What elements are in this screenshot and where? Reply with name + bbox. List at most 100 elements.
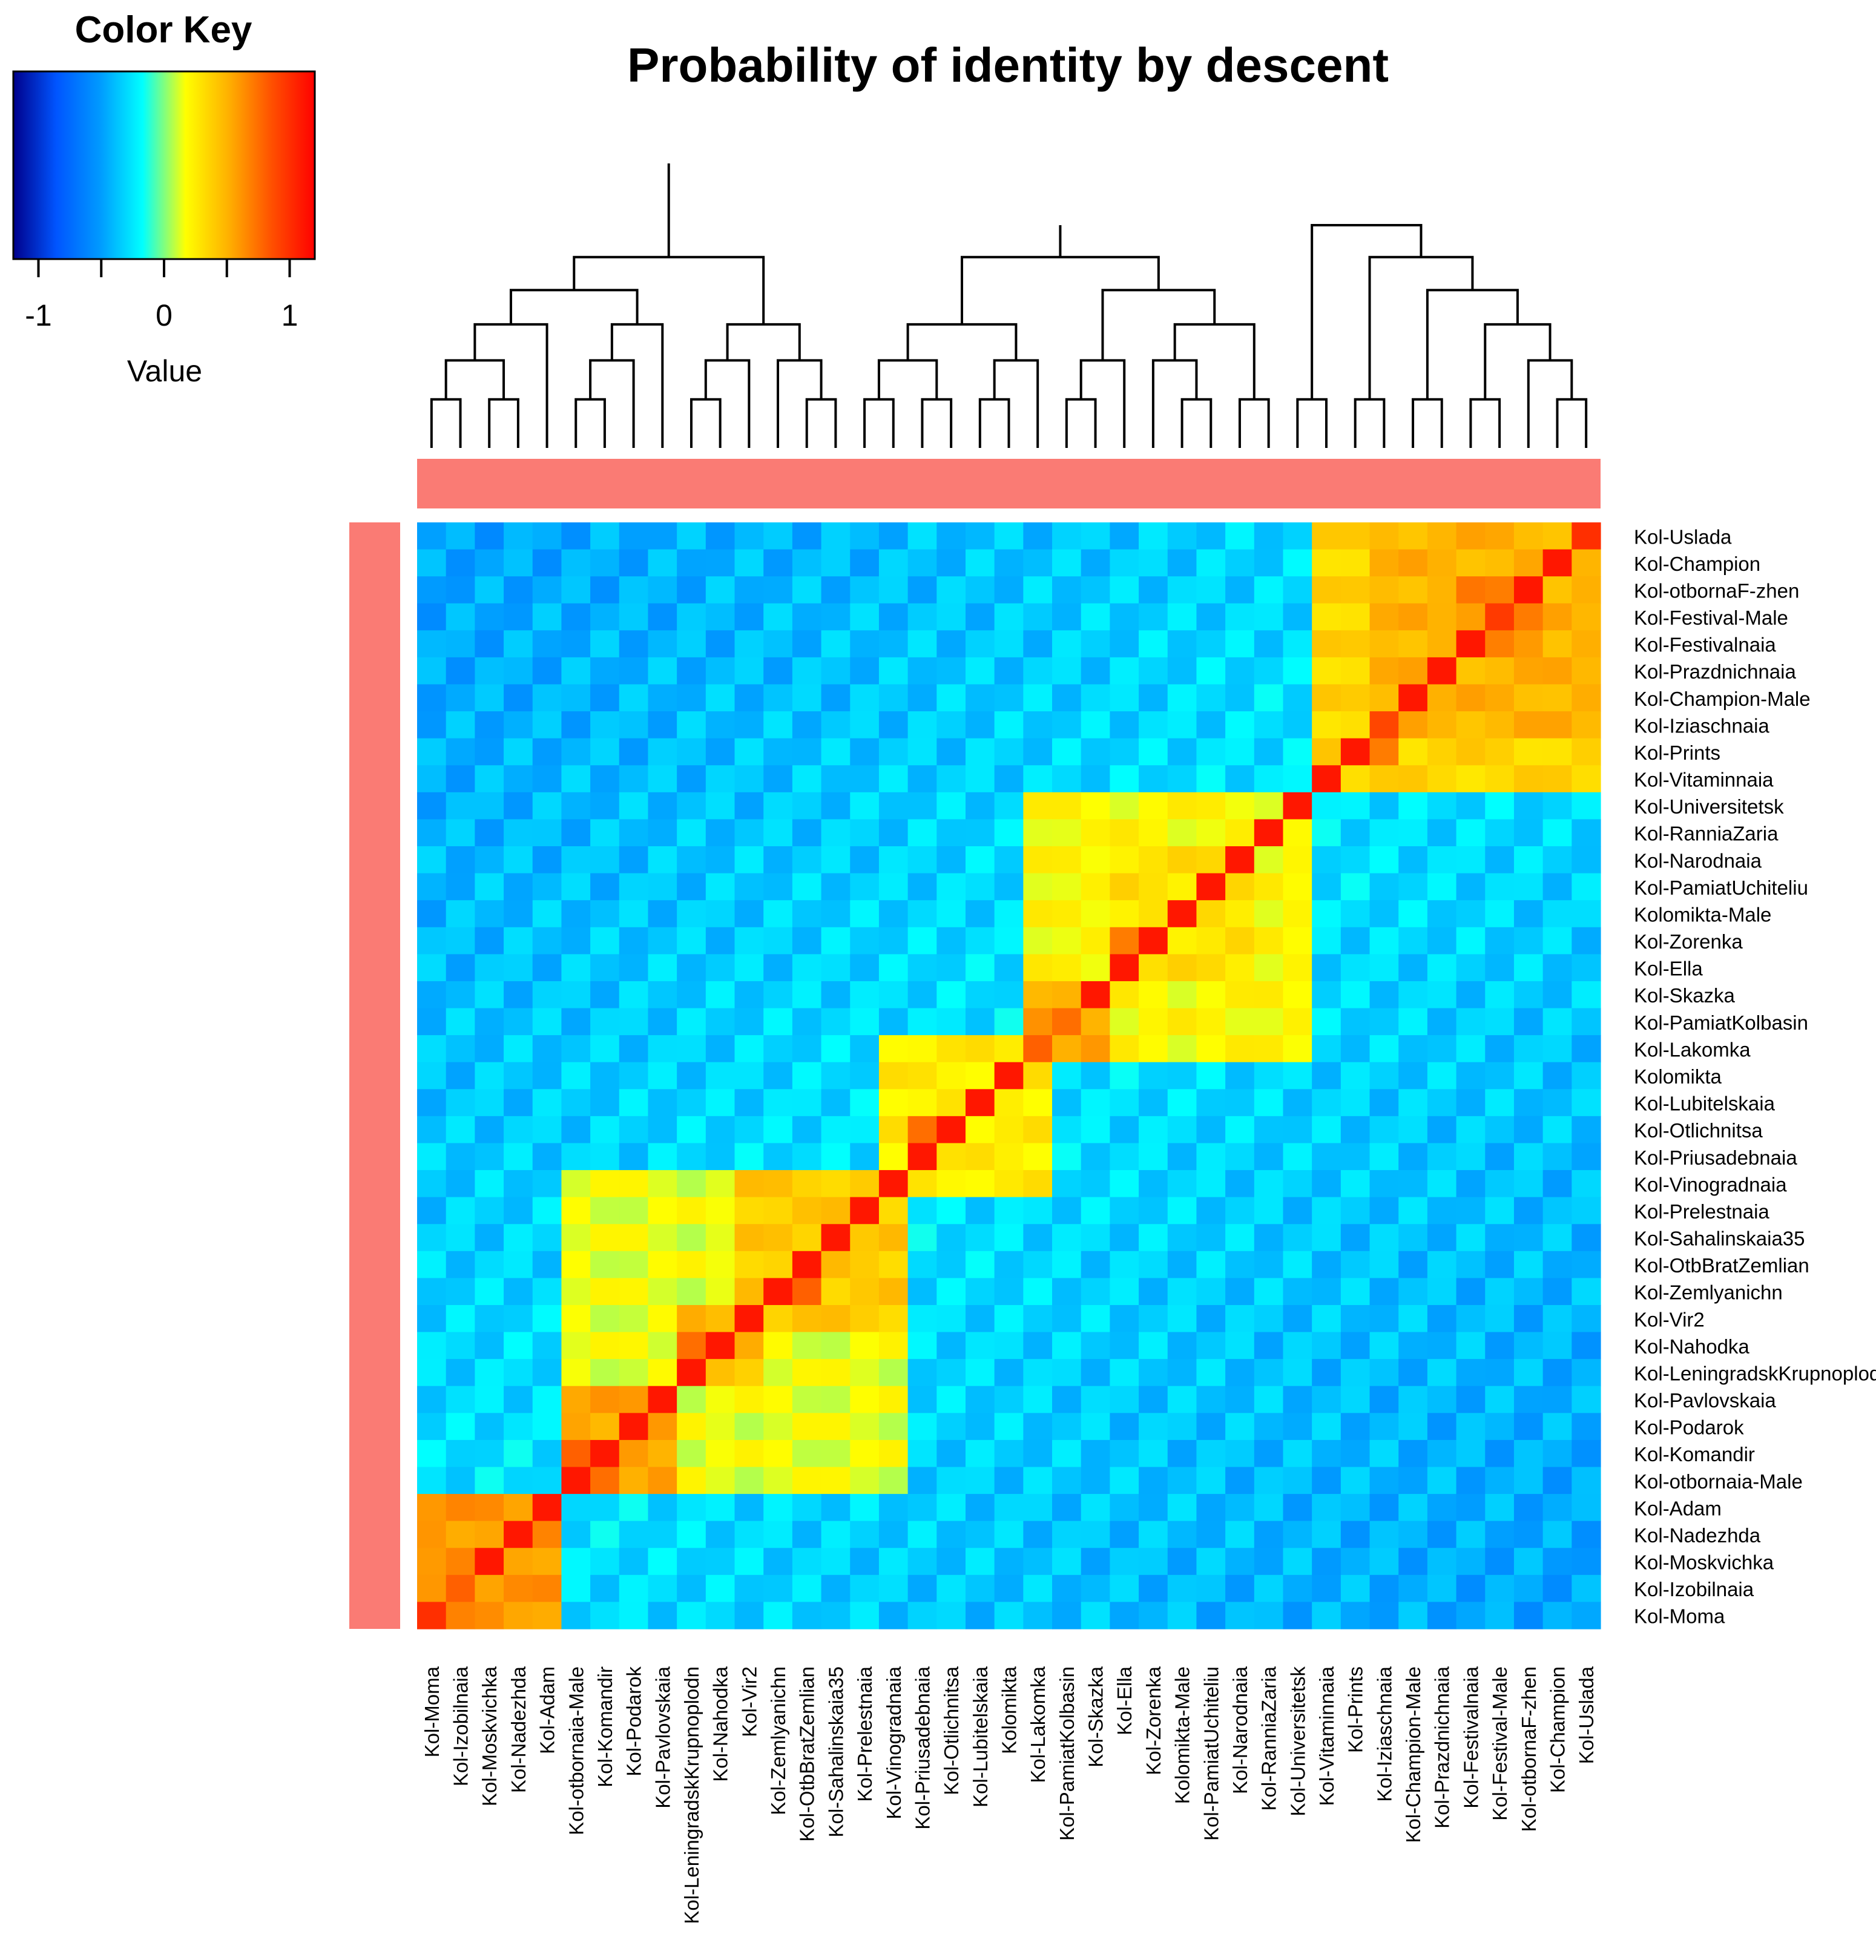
heatmap-cell [1139,576,1168,604]
heatmap-cell [734,981,764,1009]
heatmap-cell [878,1170,909,1198]
heatmap-cell [561,1439,591,1468]
heatmap-cell [1427,522,1457,550]
heatmap-cell [1110,684,1139,712]
heatmap-cell [1023,1116,1053,1144]
heatmap-cell [677,1574,706,1603]
heatmap-cell [677,927,706,955]
heatmap-cell [1081,1574,1110,1603]
heatmap-cell [878,1413,909,1441]
heatmap-cell [878,927,909,955]
column-label: Kol-Lubitelskaia [969,1666,992,1807]
column-label: Kol-Champion-Male [1402,1666,1424,1843]
heatmap-cell [1340,711,1371,739]
heatmap-cell [1283,954,1312,982]
heatmap-cell [677,873,706,901]
heatmap-cell [1542,1304,1572,1333]
heatmap-cell [1312,1521,1341,1548]
heatmap-cell [734,1304,764,1333]
heatmap-cell [1456,1548,1486,1576]
heatmap-cell [1427,1386,1457,1413]
heatmap-cell [417,1116,447,1144]
heatmap-cell [1340,981,1371,1009]
heatmap-cell [1312,1197,1341,1225]
heatmap-cell [504,1359,533,1387]
heatmap-cell [965,1521,995,1548]
heatmap-cell [705,1278,736,1306]
heatmap-cell [504,684,533,712]
heatmap-cell [792,819,822,847]
heatmap-cell [907,1035,937,1063]
heatmap-cell [1254,738,1284,766]
heatmap-cell [1513,1359,1544,1387]
heatmap-cell [994,1467,1024,1495]
heatmap-cell [1398,1116,1428,1144]
heatmap-cell [619,1089,649,1117]
heatmap-cell [850,1386,880,1413]
dendrogram-branch [1469,398,1501,448]
heatmap-cell [705,549,736,577]
heatmap-cell [878,1494,909,1522]
row-label: Kol-PamiatKolbasin [1634,1011,1808,1034]
heatmap-cell [1225,981,1255,1009]
heatmap-cell [1456,684,1486,712]
heatmap-cell [1283,1332,1312,1360]
heatmap-cell [1023,1359,1053,1387]
heatmap-cell [1542,1548,1572,1576]
heatmap-cell [705,1170,736,1198]
heatmap-cell [1572,1197,1601,1225]
heatmap-cell [504,846,533,874]
heatmap-cell [821,1386,851,1413]
heatmap-cell [417,738,447,766]
heatmap-cell [504,1548,533,1576]
column-label: Kol-Narodnaia [1229,1666,1251,1794]
heatmap-cell [619,549,649,577]
heatmap-cell [1340,1548,1371,1576]
heatmap-cell [1312,1304,1341,1333]
heatmap-cell [504,1494,533,1522]
heatmap-cell [532,1089,562,1117]
heatmap-cell [1254,1035,1284,1063]
dendrogram-branch [430,398,462,448]
heatmap-cell [792,1574,822,1603]
heatmap-cell [763,1116,793,1144]
heatmap-cell [648,1386,677,1413]
heatmap-cell [850,1008,880,1036]
heatmap-cell [1427,657,1457,685]
heatmap-cell [1456,1143,1486,1171]
heatmap-cell [907,1494,937,1522]
heatmap-cell [994,1143,1024,1171]
heatmap-cell [907,1548,937,1576]
heatmap-cell [1369,1386,1399,1413]
heatmap-cell [619,927,649,955]
heatmap-cell [994,1197,1024,1225]
heatmap-cell [878,522,909,550]
heatmap-cell [590,1548,620,1576]
heatmap-cell [1254,846,1284,874]
heatmap-cell [878,765,909,793]
heatmap-cell [907,1224,937,1252]
heatmap-cell [1196,1467,1226,1495]
heatmap-cell [734,1521,764,1548]
heatmap-cell [1369,630,1399,658]
heatmap-cell [475,684,504,712]
heatmap-cell [1485,549,1515,577]
heatmap-cell [504,927,533,955]
heatmap-cell [1023,1413,1053,1441]
heatmap-cell [475,576,504,604]
heatmap-cell [936,819,966,847]
column-label: Kol-Lakomka [1027,1666,1049,1783]
heatmap-cell [475,1413,504,1441]
column-label: Kol-Universitetsk [1286,1666,1309,1817]
row-label: Kol-Vinogradnaia [1634,1173,1787,1195]
heatmap-cell [1427,738,1457,766]
heatmap-cell [590,819,620,847]
heatmap-cell [1572,819,1601,847]
heatmap-cell [1398,954,1428,982]
heatmap-cell [446,954,475,982]
heatmap-cell [1081,1116,1110,1144]
heatmap-cell [417,1521,447,1548]
heatmap-cell [878,819,909,847]
heatmap-cell [1427,1278,1457,1306]
heatmap-cell [446,981,475,1009]
